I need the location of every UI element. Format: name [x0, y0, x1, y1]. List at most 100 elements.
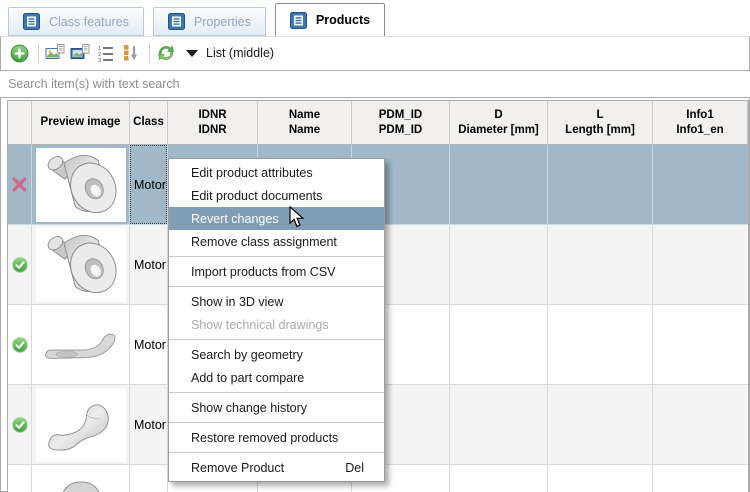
tab-class-features[interactable]: Class features [8, 7, 144, 36]
view-mode-dropdown[interactable]: List (middle) [186, 46, 274, 60]
export-frame-image-button[interactable] [69, 42, 91, 64]
diameter-cell[interactable] [450, 305, 548, 385]
column-header-name[interactable]: Name Name [258, 101, 352, 145]
tab-label: Products [315, 13, 371, 27]
status-cell[interactable] [8, 385, 32, 465]
menu-separator [169, 392, 384, 393]
class-cell[interactable]: Motor [130, 385, 168, 465]
column-header-length[interactable]: L Length [mm] [548, 101, 653, 145]
length-cell[interactable] [548, 225, 653, 305]
info1-cell[interactable] [653, 225, 748, 305]
dropdown-triangle-icon [186, 49, 198, 57]
column-header-class[interactable]: Class [130, 101, 168, 145]
menu-item-remove-class-assignment[interactable]: Remove class assignment [191, 234, 337, 249]
diameter-cell[interactable] [450, 385, 548, 465]
class-cell[interactable]: Motor [130, 145, 168, 225]
length-cell[interactable] [548, 385, 653, 465]
export-image-button[interactable] [44, 42, 66, 64]
menu-item-remove-product[interactable]: Remove Product Del [191, 460, 364, 475]
info1-cell[interactable] [653, 145, 748, 225]
image-frame-export-icon [70, 44, 90, 59]
class-cell[interactable]: Motor [130, 305, 168, 385]
column-header-preview[interactable]: Preview image [32, 101, 130, 145]
menu-item-restore-removed-products[interactable]: Restore removed products [191, 430, 339, 445]
menu-separator [169, 422, 384, 423]
length-cell[interactable] [548, 465, 653, 492]
class-cell[interactable] [130, 465, 168, 492]
pdm-id-cell[interactable] [352, 465, 450, 492]
preview-cell[interactable] [32, 385, 130, 465]
column-header-status[interactable] [8, 101, 32, 145]
menu-separator [169, 452, 384, 453]
preview-cell[interactable] [32, 465, 130, 492]
menu-item-show-change-history[interactable]: Show change history [191, 400, 308, 415]
preview-cell[interactable] [32, 305, 130, 385]
menu-item-import-products-from-csv[interactable]: Import products from CSV [191, 264, 336, 279]
column-header-idnr[interactable]: IDNR IDNR [168, 101, 258, 145]
sort-descending-icon [123, 44, 137, 60]
pdm-id-cell[interactable] [352, 145, 450, 225]
context-menu: Edit product attributes Edit product doc… [168, 158, 385, 482]
menu-item-show-in-3d-view[interactable]: Show in 3D view [191, 294, 284, 309]
product-preview-image [35, 147, 126, 222]
search-bar [0, 70, 750, 98]
diameter-cell[interactable] [450, 225, 548, 305]
tab-products[interactable]: Products [274, 3, 386, 36]
numbered-list-button[interactable]: 1 2 3 [94, 42, 116, 64]
status-removed-icon [12, 177, 27, 192]
status-ok-icon [11, 416, 28, 433]
document-icon [23, 13, 40, 30]
status-cell[interactable] [8, 305, 32, 385]
toolbar-separator [38, 43, 39, 63]
column-header-pdm-id[interactable]: PDM_ID PDM_ID [352, 101, 450, 145]
status-ok-icon [11, 336, 28, 353]
status-cell[interactable] [8, 465, 32, 492]
status-cell[interactable] [8, 225, 32, 305]
length-cell[interactable] [548, 305, 653, 385]
pdm-id-cell[interactable] [352, 385, 450, 465]
product-preview-image [35, 467, 126, 492]
menu-item-add-to-part-compare[interactable]: Add to part compare [191, 370, 305, 385]
toolbar: 1 2 3 List (middle) [1, 37, 749, 69]
preview-cell[interactable] [32, 145, 130, 225]
add-product-button[interactable] [8, 42, 30, 64]
add-icon [10, 44, 28, 62]
tab-properties[interactable]: Properties [152, 7, 266, 36]
numbered-list-icon: 1 2 3 [98, 46, 113, 63]
diameter-cell[interactable] [450, 145, 548, 225]
menu-item-search-by-geometry[interactable]: Search by geometry [191, 347, 303, 362]
product-preview-image [35, 307, 126, 382]
info1-cell[interactable] [653, 385, 748, 465]
column-header-diameter[interactable]: D Diameter [mm] [450, 101, 548, 145]
sort-button[interactable] [119, 42, 141, 64]
column-header-info1[interactable]: Info1 Info1_en [653, 101, 748, 145]
refresh-button[interactable] [155, 42, 177, 64]
menu-item-show-technical-drawings: Show technical drawings [191, 317, 329, 332]
length-cell[interactable] [548, 145, 653, 225]
product-preview-image [35, 387, 126, 462]
menu-item-edit-product-attributes[interactable]: Edit product attributes [191, 165, 313, 180]
search-input[interactable] [0, 70, 750, 98]
svg-text:1: 1 [98, 46, 101, 52]
tab-label: Properties [193, 14, 251, 29]
info1-cell[interactable] [653, 305, 748, 385]
class-cell[interactable]: Motor [130, 225, 168, 305]
status-cell[interactable] [8, 145, 32, 225]
table-row[interactable] [8, 465, 748, 492]
diameter-cell[interactable] [450, 465, 548, 492]
tab-label: Class features [49, 14, 129, 29]
menu-item-edit-product-documents[interactable]: Edit product documents [191, 188, 323, 203]
document-icon [167, 13, 185, 30]
svg-text:3: 3 [98, 58, 101, 63]
document-icon [289, 11, 307, 29]
pdm-id-cell[interactable] [352, 225, 450, 305]
preview-cell[interactable] [32, 225, 130, 305]
pdm-id-cell[interactable] [352, 305, 450, 385]
product-preview-image [35, 227, 126, 302]
table-header-row: Preview image Class IDNR IDNR Name Name PD… [8, 101, 748, 145]
info1-cell[interactable] [653, 465, 748, 492]
menu-item-revert-changes[interactable]: Revert changes [169, 207, 384, 230]
menu-separator [169, 339, 384, 340]
table-row[interactable]: Motor [8, 305, 748, 385]
